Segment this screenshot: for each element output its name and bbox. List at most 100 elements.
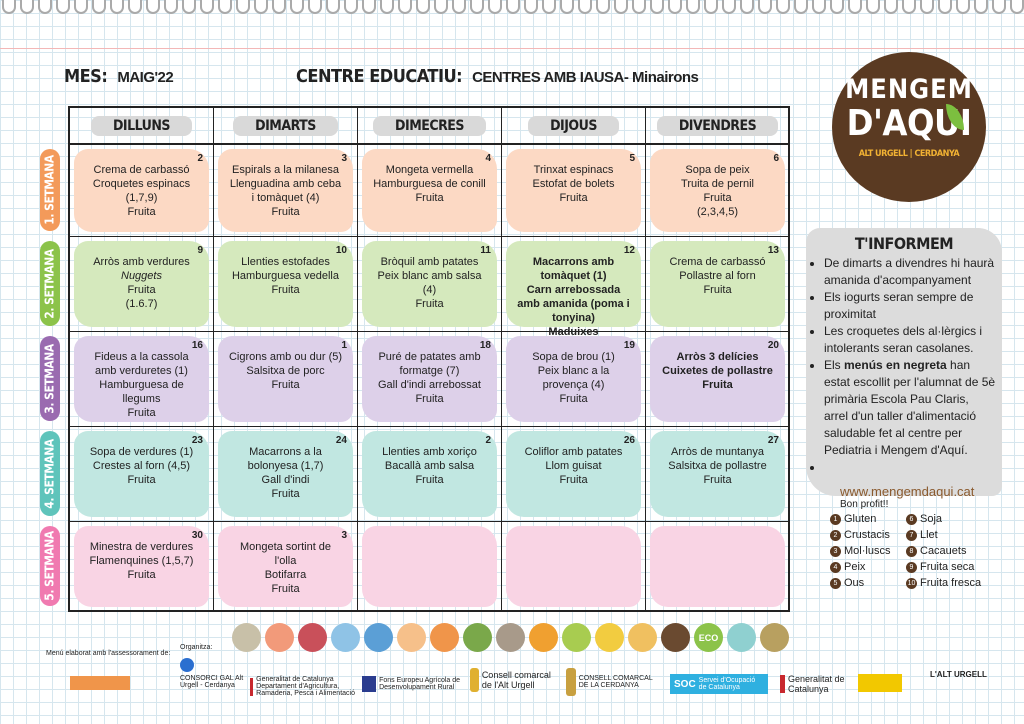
spiral-ring	[956, 0, 970, 14]
website-link[interactable]: www.mengemdaqui.cat	[840, 484, 975, 499]
spiral-ring	[56, 0, 70, 14]
centre-header: CENTRE EDUCATIU: CENTRES AMB IAUSA- Mina…	[296, 66, 699, 87]
allergen-name: Llet	[920, 529, 938, 541]
centre-value: CENTRES AMB IAUSA- Minairons	[472, 69, 699, 86]
allergen-icon	[562, 623, 591, 652]
info-panel: T'INFORMEM De dimarts a divendres hi hau…	[806, 228, 1002, 510]
menu-line: Fruita	[415, 192, 444, 204]
spiral-ring	[974, 0, 988, 14]
menu-table: DILLUNS DIMARTS DIMECRES DIJOUS DIVENDRES 2 Cr…	[68, 106, 790, 612]
spiral-ring	[254, 0, 268, 14]
gencat-icon	[780, 675, 785, 693]
allergen-icons: ECO	[232, 623, 789, 652]
menu-line: Fruita	[127, 284, 156, 296]
menu-cell-content: 5 Trinxat espinacs Estofat de bolets Fruita	[506, 149, 641, 232]
menu-line: (1,7,9)	[125, 192, 158, 204]
allergen-icon	[298, 623, 327, 652]
menu-cell-content: 6 Sopa de peix Truita de pernil Fruita (2,3,…	[650, 149, 785, 232]
spiral-ring	[380, 0, 394, 14]
menu-line: Puré de patates amb	[378, 351, 481, 363]
spiral-ring	[308, 0, 322, 14]
menu-line: Minestra de verdures	[89, 541, 194, 553]
menu-line: Fruita	[271, 488, 300, 500]
ccau-logo: Consell comarcal de l'Alt Urgell	[481, 670, 551, 690]
allergen-number-icon: 8	[906, 545, 917, 557]
mengem-daqui-logo: MENGEM D'AQUI ALT URGELL | CERDANYA	[832, 52, 986, 202]
menu-line: Maduixes	[548, 326, 599, 338]
spiral-ring	[2, 0, 16, 14]
day-number: 18	[479, 340, 491, 351]
menu-cell-content: 11 Bròquil amb patates Peix blanc amb sals…	[362, 241, 497, 327]
menu-line: Peix blanc a la	[537, 365, 610, 377]
info-bullet: Les croquetes dels al·lèrgics i intolera…	[824, 323, 996, 357]
menu-line: Fruita	[271, 206, 300, 218]
spiral-ring	[110, 0, 124, 14]
allergen-icon	[331, 623, 360, 652]
day-number: 20	[767, 340, 779, 351]
menu-cell-content: 9 Arròs amb verdures Nuggets Fruita (1.6.7)	[74, 241, 209, 327]
spiral-ring	[506, 0, 520, 14]
menu-line: Trinxat espinacs	[533, 164, 614, 176]
menu-line: Nuggets	[121, 270, 162, 282]
allergen-name: Mol·luscs	[844, 545, 891, 557]
menu-line: Llenties amb xoriço	[382, 446, 477, 458]
week-label: 1. SETMANA	[40, 149, 60, 231]
allergen-icon	[430, 623, 459, 652]
menu-line: Coliflor amb patates	[524, 446, 623, 458]
menu-cell-content: 10 Llenties estofades Hamburguesa vedella F…	[218, 241, 353, 327]
menu-cell-content: 2 Crema de carbassó Croquetes espinacs (1,7…	[74, 149, 209, 232]
week-label-text: 3. SETMANA	[43, 343, 58, 414]
allergen-name: Cacauets	[920, 545, 967, 557]
menu-line: Carn arrebossada	[526, 284, 621, 296]
menu-cell-content: 3 Espirals a la milanesa Llenguadina amb c…	[218, 149, 353, 232]
spiral-ring	[524, 0, 538, 14]
day-label: DILLUNS	[90, 115, 193, 136]
allergen-item: 2 Crustacis	[830, 529, 906, 541]
menu-line: Estofat de bolets	[532, 178, 615, 190]
spiral-ring	[758, 0, 772, 14]
menu-line: Fruita	[415, 298, 444, 310]
spiral-ring	[182, 0, 196, 14]
menu-line: Truita de pernil	[681, 178, 754, 190]
spiral-ring	[434, 0, 448, 14]
day-header: DIVENDRES	[646, 108, 790, 145]
menu-cell: 19 Sopa de brou (1) Peix blanc a la provenç…	[502, 332, 646, 427]
menu-line: Gall d'indi	[261, 474, 310, 486]
day-header: DILLUNS	[70, 108, 214, 145]
day-label: DIJOUS	[528, 115, 619, 136]
day-number: 2	[485, 435, 491, 446]
spiral-binding	[0, 0, 1024, 18]
week-label-text: 2. SETMANA	[43, 248, 58, 319]
allergen-icon	[232, 623, 261, 652]
footer-logos: Menú elaborat amb l'assessorament de: Or…	[40, 644, 1000, 710]
spiral-ring	[1010, 0, 1024, 14]
menu-cell: 20 Arròs 3 delícies Cuixetes de pollastre F…	[646, 332, 790, 427]
allergen-name: Soja	[920, 513, 943, 525]
gencat-icon	[250, 677, 254, 696]
day-number: 3	[341, 530, 347, 541]
menu-cell-content	[362, 526, 497, 607]
allergen-name: Peix	[844, 561, 866, 573]
allergen-item: 1 Gluten	[830, 513, 906, 525]
gencat-logo: Generalitat de Catalunya	[787, 674, 845, 694]
menu-line: formatge (7)	[399, 365, 460, 377]
menu-cell-content: 24 Macarrons a la bolonyesa (1,7) Gall d'in…	[218, 431, 353, 517]
menu-line: (1.6.7)	[125, 298, 158, 310]
menu-line: Crema de carbassó	[93, 164, 190, 176]
menu-line: Fruita	[703, 474, 732, 486]
gencat-agri-logo: Generalitat de Catalunya Departament d'A…	[256, 676, 355, 697]
allergen-legend: 1 Gluten 6 Soja 2 Crustacis 7 Llet 3 Mol·luscs 8 Ca…	[830, 513, 996, 589]
day-number: 5	[629, 153, 635, 164]
allergen-icon: ECO	[694, 623, 723, 652]
menu-cell: 3 Mongeta sortint de l'olla Botifarra Fruita	[214, 522, 358, 612]
day-number: 9	[197, 245, 203, 256]
spiral-ring	[578, 0, 592, 14]
menu-line: Sopa de verdures (1)	[89, 446, 194, 458]
menu-line: Fruita	[271, 284, 300, 296]
empty-bullet	[824, 459, 996, 476]
spiral-ring	[920, 0, 934, 14]
menu-cell: 3 Espirals a la milanesa Llenguadina amb c…	[214, 145, 358, 237]
menu-line: Crestes al forn (4,5)	[92, 460, 191, 472]
spiral-ring	[488, 0, 502, 14]
info-title: T'INFORMEM	[854, 234, 954, 253]
